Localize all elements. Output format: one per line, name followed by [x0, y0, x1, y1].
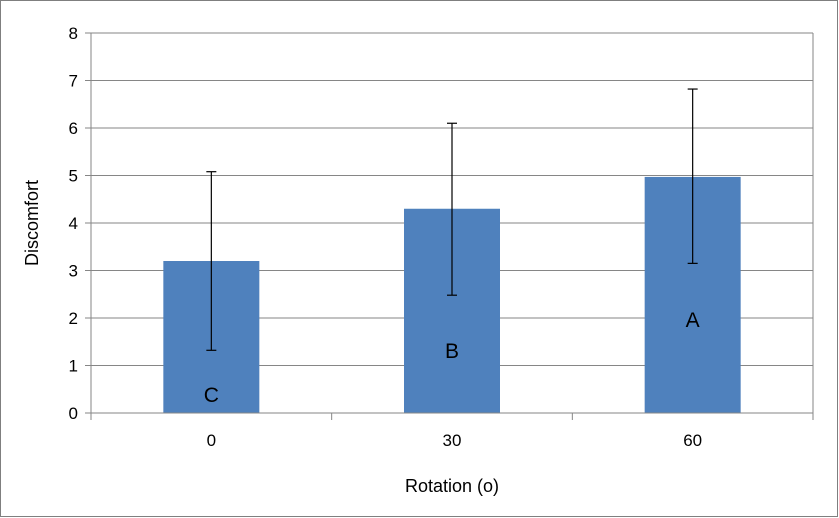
- y-tick-label-6: 6: [69, 119, 78, 138]
- x-tick-label-30: 30: [443, 431, 462, 450]
- y-tick-label-0: 0: [69, 404, 78, 423]
- tick-labels: 0 1 2 3 4 5 6 7 8 0 30 60: [69, 24, 703, 450]
- y-tick-label-7: 7: [69, 72, 78, 91]
- bar-label-30: B: [445, 340, 459, 363]
- y-tick-label-5: 5: [69, 167, 78, 186]
- y-tick-label-8: 8: [69, 24, 78, 43]
- bar-label-60: A: [686, 309, 700, 332]
- y-tick-label-4: 4: [69, 214, 78, 233]
- y-axis-title: Discomfort: [22, 180, 42, 266]
- x-axis-title: Rotation (o): [405, 476, 499, 496]
- y-tick-label-1: 1: [69, 357, 78, 376]
- bar-letter-labels: C B A: [204, 309, 700, 407]
- y-tick-label-3: 3: [69, 262, 78, 281]
- y-tick-label-2: 2: [69, 309, 78, 328]
- x-tick-label-60: 60: [683, 431, 702, 450]
- axes: [85, 32, 814, 420]
- error-bars: [206, 88, 698, 351]
- bar-label-0: C: [204, 384, 219, 407]
- x-tick-label-0: 0: [207, 431, 216, 450]
